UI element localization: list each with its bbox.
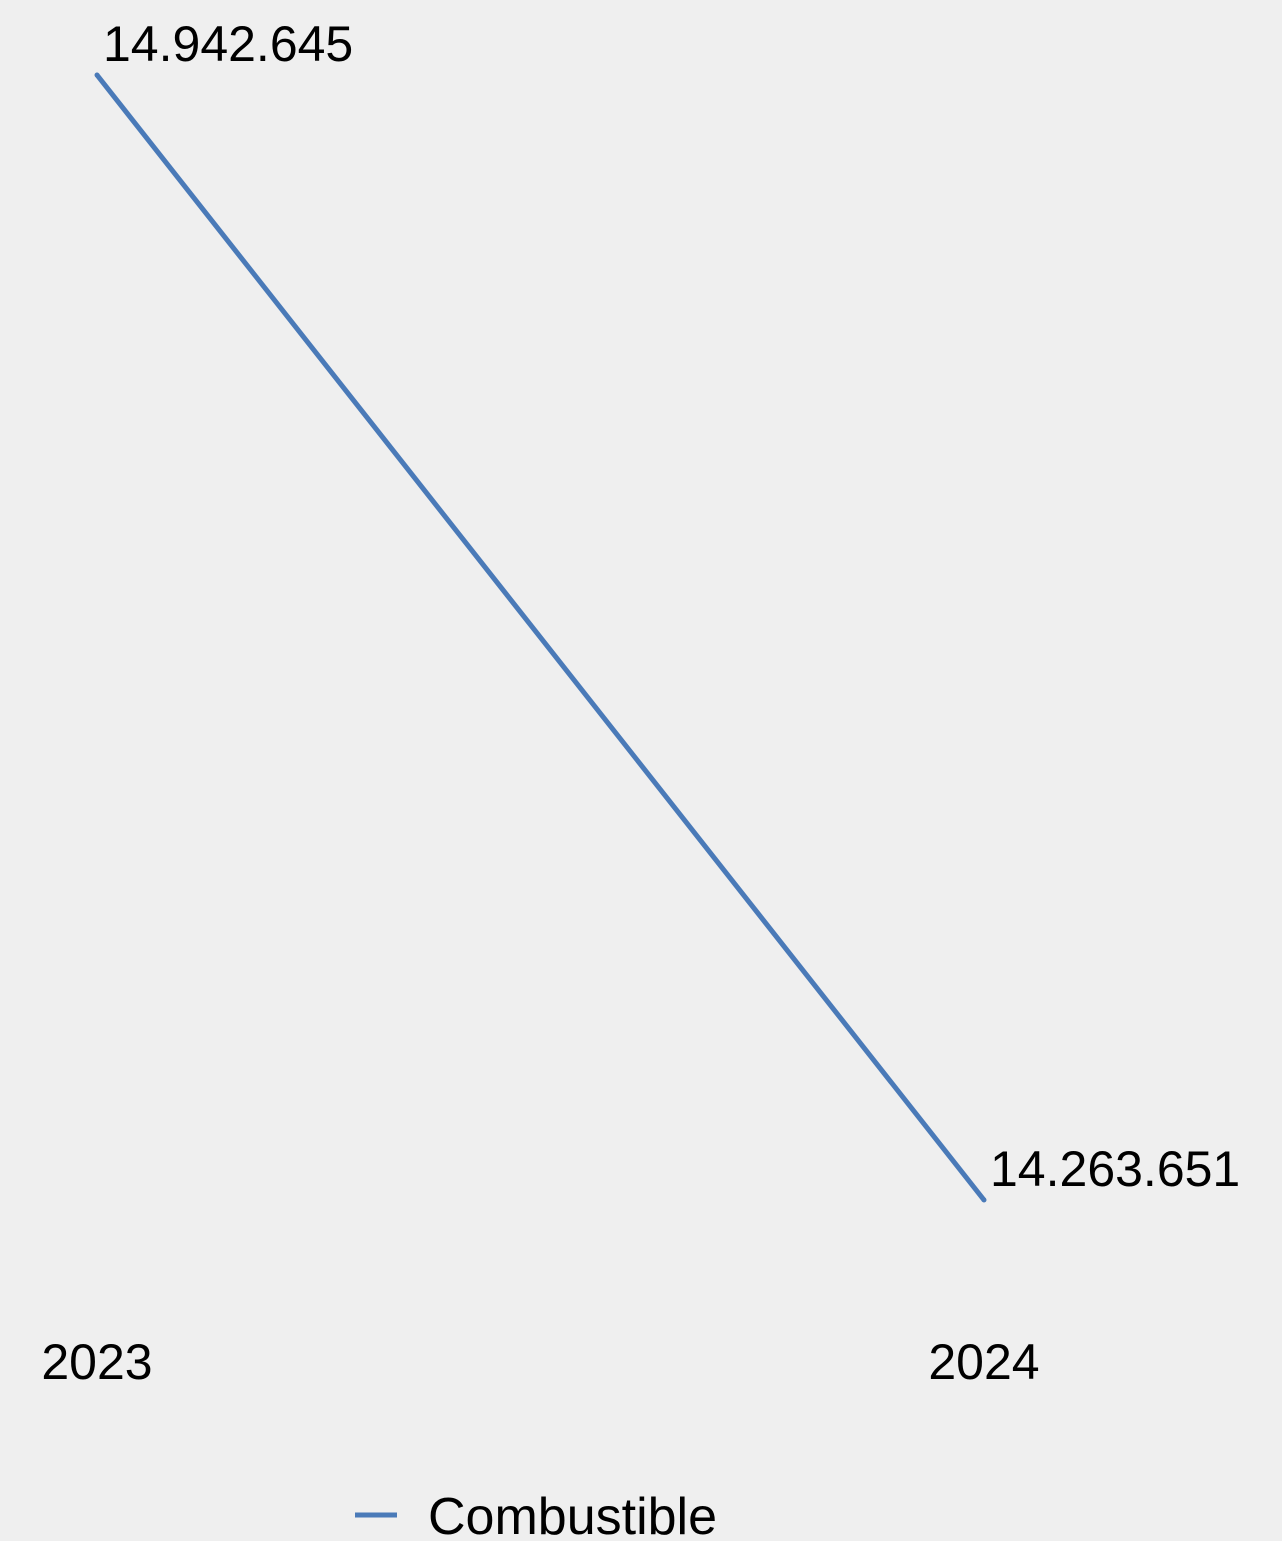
data-label: 14.263.651 <box>990 1141 1240 1197</box>
legend-label: Combustible <box>428 1488 717 1541</box>
data-point <box>94 72 100 78</box>
data-label: 14.942.645 <box>103 16 353 72</box>
data-point <box>981 1197 987 1203</box>
series-layer <box>94 72 987 1203</box>
legend: Combustible <box>355 1488 717 1541</box>
x-axis: 2023 2024 <box>41 1334 1039 1390</box>
data-label-layer: 14.942.645 14.263.651 <box>103 16 1240 1197</box>
x-tick-label: 2024 <box>928 1334 1039 1390</box>
series-line-combustible <box>95 73 986 1202</box>
x-tick-label: 2023 <box>41 1334 152 1390</box>
plot-area: 14.942.645 14.263.651 <box>94 16 1240 1203</box>
